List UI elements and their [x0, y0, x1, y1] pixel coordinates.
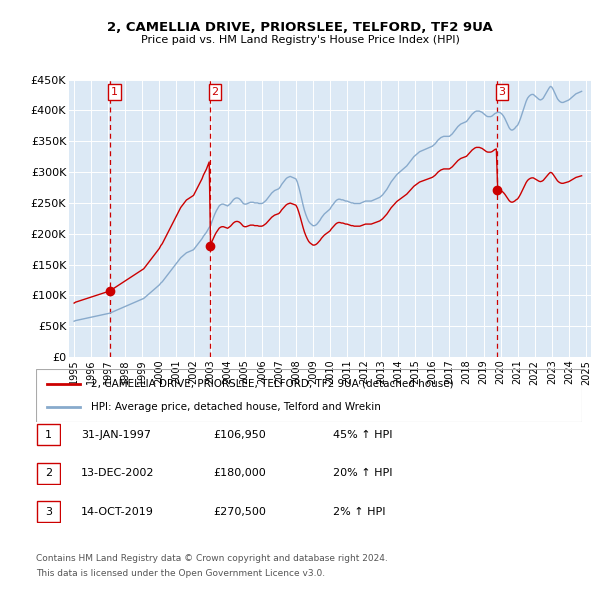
- Text: Price paid vs. HM Land Registry's House Price Index (HPI): Price paid vs. HM Land Registry's House …: [140, 35, 460, 45]
- Text: 2, CAMELLIA DRIVE, PRIORSLEE, TELFORD, TF2 9UA (detached house): 2, CAMELLIA DRIVE, PRIORSLEE, TELFORD, T…: [91, 379, 453, 389]
- Text: £180,000: £180,000: [213, 468, 266, 478]
- Text: £270,500: £270,500: [213, 507, 266, 516]
- Text: 2: 2: [211, 87, 218, 97]
- Text: 13-DEC-2002: 13-DEC-2002: [81, 468, 155, 478]
- Text: 3: 3: [499, 87, 506, 97]
- Text: 2: 2: [45, 468, 52, 478]
- Text: 45% ↑ HPI: 45% ↑ HPI: [333, 430, 392, 440]
- Text: 31-JAN-1997: 31-JAN-1997: [81, 430, 151, 440]
- Text: 1: 1: [111, 87, 118, 97]
- Text: £106,950: £106,950: [213, 430, 266, 440]
- Text: 2, CAMELLIA DRIVE, PRIORSLEE, TELFORD, TF2 9UA: 2, CAMELLIA DRIVE, PRIORSLEE, TELFORD, T…: [107, 21, 493, 34]
- Text: 14-OCT-2019: 14-OCT-2019: [81, 507, 154, 516]
- Text: 20% ↑ HPI: 20% ↑ HPI: [333, 468, 392, 478]
- Text: This data is licensed under the Open Government Licence v3.0.: This data is licensed under the Open Gov…: [36, 569, 325, 578]
- Text: 3: 3: [45, 507, 52, 516]
- Text: 1: 1: [45, 430, 52, 440]
- Text: Contains HM Land Registry data © Crown copyright and database right 2024.: Contains HM Land Registry data © Crown c…: [36, 555, 388, 563]
- Text: 2% ↑ HPI: 2% ↑ HPI: [333, 507, 386, 516]
- Text: HPI: Average price, detached house, Telford and Wrekin: HPI: Average price, detached house, Telf…: [91, 402, 380, 412]
